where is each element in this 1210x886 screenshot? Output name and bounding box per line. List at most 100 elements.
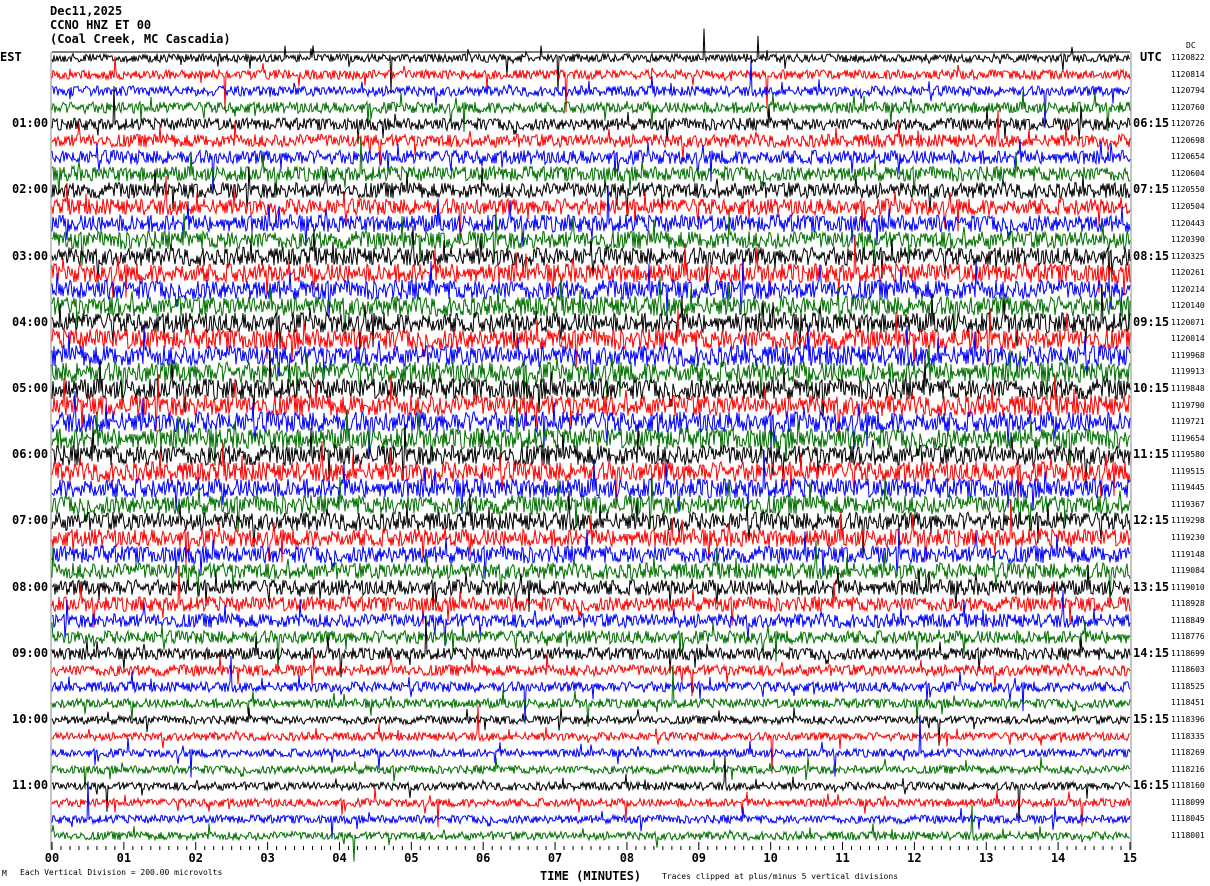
corner-mark: M xyxy=(2,869,7,878)
right-hour-label: 16:15 xyxy=(1133,778,1170,793)
dc-offset-label: 1119445 xyxy=(1171,483,1205,493)
trace-row-33 xyxy=(51,565,1131,628)
dc-offset-label: 1119580 xyxy=(1171,450,1205,460)
left-hour-label: 11:00 xyxy=(12,778,49,793)
right-hour-label: 15:15 xyxy=(1133,712,1170,726)
trace-row-19 xyxy=(51,345,1131,410)
dc-offset-label: 1119968 xyxy=(1171,350,1205,360)
left-hour-label: 05:00 xyxy=(12,381,49,395)
scale-note: Each Vertical Division = 200.00 microvol… xyxy=(20,868,223,877)
location-label: (Coal Creek, MC Cascadia) xyxy=(50,32,231,46)
x-tick-label: 00 xyxy=(44,851,60,865)
dc-offset-label: 1118216 xyxy=(1171,764,1205,774)
clip-note: Traces clipped at plus/minus 5 vertical … xyxy=(662,872,899,881)
dc-offset-label: 1119230 xyxy=(1171,532,1205,542)
left-timezone: EST xyxy=(0,50,22,64)
x-tick-label: 11 xyxy=(835,851,850,865)
trace-row-32 xyxy=(51,564,1131,612)
x-tick-label: 08 xyxy=(619,851,635,865)
dc-offset-label: 1120760 xyxy=(1171,102,1205,112)
x-tick-label: 07 xyxy=(547,851,563,865)
right-hour-label: 07:15 xyxy=(1133,182,1170,197)
dc-offset-label: 1120504 xyxy=(1171,201,1205,211)
dc-offset-label: 1119367 xyxy=(1171,499,1205,509)
dc-offset-label: 1118001 xyxy=(1171,830,1205,840)
dc-offset-label: 1118335 xyxy=(1171,731,1205,741)
trace-row-46 xyxy=(51,781,1131,839)
dc-offset-label: 1118045 xyxy=(1171,814,1205,824)
dc-offset-label: 1119913 xyxy=(1171,367,1205,377)
trace-row-21 xyxy=(51,374,1131,435)
dc-offset-label: 1119721 xyxy=(1171,417,1205,427)
x-tick-label: 06 xyxy=(475,851,491,865)
dc-offset-label: 1120814 xyxy=(1171,69,1205,79)
dc-offset-label: 1118699 xyxy=(1171,648,1205,658)
dc-offset-label: 1120014 xyxy=(1171,334,1205,344)
dc-offset-label: 1120550 xyxy=(1171,185,1205,195)
trace-row-15 xyxy=(51,275,1131,344)
trace-row-10 xyxy=(51,185,1131,248)
trace-row-38 xyxy=(51,655,1131,724)
trace-row-16 xyxy=(51,284,1131,352)
x-axis-label: TIME (MINUTES) xyxy=(540,869,642,883)
dc-offset-label: 1119298 xyxy=(1171,516,1205,526)
trace-row-2 xyxy=(51,60,1131,129)
date-label: Dec11,2025 xyxy=(50,4,123,18)
trace-row-18 xyxy=(51,324,1131,385)
trace-row-40 xyxy=(51,707,1131,746)
trace-row-5 xyxy=(51,109,1131,167)
trace-row-34 xyxy=(51,589,1131,647)
dc-offset-label: 1120443 xyxy=(1171,218,1205,228)
x-tick-label: 05 xyxy=(404,851,419,865)
trace-row-23 xyxy=(51,400,1131,469)
trace-row-45 xyxy=(51,787,1131,828)
right-hour-label: 12:15 xyxy=(1133,513,1170,528)
channel-label: CCNO HNZ ET 00 xyxy=(50,18,152,32)
left-hour-label: 09:00 xyxy=(12,645,49,660)
x-tick-label: 04 xyxy=(332,851,347,865)
trace-row-37 xyxy=(51,653,1131,697)
dc-offset-label: 1119790 xyxy=(1171,400,1205,410)
dc-offset-label: 1118928 xyxy=(1171,599,1205,609)
dc-offset-label: 1119654 xyxy=(1171,433,1205,443)
right-hour-label: 08:15 xyxy=(1133,248,1170,263)
trace-row-26 xyxy=(51,450,1131,515)
x-tick-label: 09 xyxy=(691,851,707,865)
trace-row-36 xyxy=(51,615,1131,678)
right-hour-label: 06:15 xyxy=(1133,116,1170,131)
left-hour-label: 03:00 xyxy=(12,248,49,263)
right-hour-label: 09:15 xyxy=(1133,314,1170,329)
dc-offset-label: 1118160 xyxy=(1171,781,1205,791)
x-tick-label: 15 xyxy=(1122,851,1138,865)
trace-row-24 xyxy=(51,425,1131,484)
trace-row-1 xyxy=(51,56,1131,113)
dc-offset-label: 1118451 xyxy=(1171,698,1205,708)
trace-row-9 xyxy=(51,176,1131,245)
dc-offset-label: 1118269 xyxy=(1171,748,1205,758)
trace-row-30 xyxy=(51,528,1131,580)
trace-row-7 xyxy=(51,135,1131,198)
dc-offset-label: 1120261 xyxy=(1171,268,1205,278)
trace-row-39 xyxy=(51,665,1131,728)
dc-offset-label: 1120214 xyxy=(1171,284,1205,294)
left-hour-label: 02:00 xyxy=(12,182,49,197)
trace-row-43 xyxy=(51,757,1131,790)
trace-row-41 xyxy=(51,705,1130,774)
right-hour-label: 11:15 xyxy=(1133,447,1170,462)
x-tick-label: 03 xyxy=(260,851,275,865)
left-hour-label: 10:00 xyxy=(12,712,49,726)
dc-offset-label: 1120698 xyxy=(1171,135,1205,145)
right-timezone: UTC xyxy=(1140,50,1162,64)
trace-row-0 xyxy=(51,28,1131,93)
x-tick-label: 12 xyxy=(907,851,922,865)
trace-row-31 xyxy=(51,540,1131,609)
trace-row-20 xyxy=(51,350,1131,419)
trace-row-12 xyxy=(51,225,1131,294)
trace-row-44 xyxy=(51,755,1131,824)
left-hour-label: 01:00 xyxy=(12,116,49,131)
dc-offset-label: 1118099 xyxy=(1171,797,1205,807)
dc-offset-label: 1120794 xyxy=(1171,86,1205,96)
dc-offset-label: 1118525 xyxy=(1171,681,1205,691)
x-tick-label: 02 xyxy=(188,851,203,865)
